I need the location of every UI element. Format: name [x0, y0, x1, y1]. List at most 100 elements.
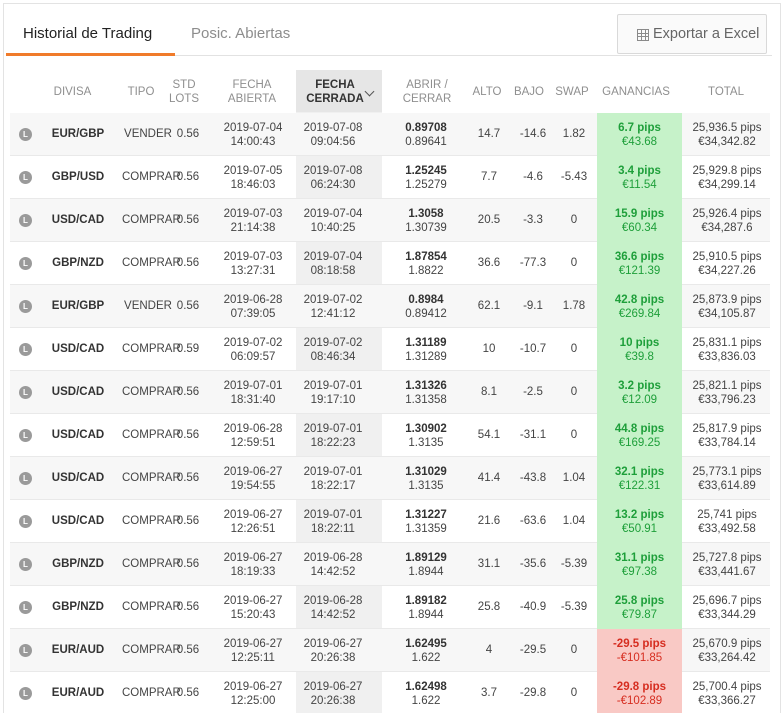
running-total: 25,727.8 pips €33,441.67 — [684, 551, 770, 579]
running-total: 25,926.4 pips €34,287.6 — [684, 207, 770, 235]
trade-badge-icon: L — [19, 257, 32, 270]
open-price: 0.8984 — [408, 294, 444, 306]
running-total: 25,910.5 pips €34,227.26 — [684, 250, 770, 278]
tab-open-positions[interactable]: Posic. Abiertas — [191, 25, 291, 42]
close-price: 1.30739 — [405, 222, 447, 234]
swap-value: 1.04 — [562, 515, 586, 527]
col-header-tipo[interactable]: TIPO — [127, 86, 155, 98]
close-time: 18:22:17 — [310, 480, 356, 492]
col-header-close-date-line1: FECHA — [315, 79, 355, 91]
table-row[interactable]: L EUR/AUD COMPRAR 0.56 2019-06-27 12:25:11 … — [10, 629, 770, 672]
trade-type: VENDER — [124, 300, 172, 312]
table-row[interactable]: L GBP/USD COMPRAR 0.56 2019-07-05 18:46:03 … — [10, 156, 770, 199]
close-date: 2019-07-01 — [303, 466, 363, 478]
gain-amount: €60.34 — [621, 222, 658, 234]
trade-type: COMPRAR — [122, 472, 181, 484]
open-close-prices: 1.89182 1.8944 — [396, 594, 456, 622]
sorted-column-header-bg — [296, 70, 382, 112]
col-header-lots[interactable]: STD LOTS — [164, 78, 204, 106]
open-time: 13:27:31 — [230, 265, 276, 277]
col-header-low[interactable]: BAJO — [513, 86, 545, 98]
open-date: 2019-06-27 — [223, 681, 283, 693]
high-value: 21.6 — [477, 515, 501, 527]
close-price: 1.622 — [411, 695, 441, 707]
low-value: -35.6 — [519, 558, 547, 570]
col-header-divisa[interactable]: DIVISA — [53, 86, 92, 98]
close-time: 19:17:10 — [310, 394, 356, 406]
open-date: 2019-06-28 — [223, 423, 283, 435]
currency-pair: USD/CAD — [51, 214, 105, 226]
col-header-total[interactable]: TOTAL — [708, 86, 744, 98]
trade-type: COMPRAR — [122, 343, 181, 355]
gain-pips: -29.5 pips — [612, 638, 667, 650]
open-time: 06:09:57 — [230, 351, 276, 363]
table-row[interactable]: L EUR/GBP VENDER 0.56 2019-07-04 14:00:43 2… — [10, 113, 770, 156]
trade-badge-icon: L — [19, 644, 32, 657]
gain-pips: 10 pips — [619, 337, 660, 349]
gain-pips: 44.8 pips — [614, 423, 665, 435]
gain-cell: 15.9 pips €60.34 — [597, 199, 682, 242]
high-value: 14.7 — [477, 128, 501, 140]
swap-value: 0 — [570, 644, 578, 656]
open-close-prices: 0.89708 0.89641 — [396, 121, 456, 149]
open-date: 2019-06-27 — [223, 509, 283, 521]
trade-type: COMPRAR — [122, 601, 181, 613]
trade-badge-icon: L — [19, 601, 32, 614]
total-eur: €34,299.14 — [698, 179, 756, 191]
open-datetime: 2019-06-28 07:39:05 — [218, 293, 288, 321]
close-datetime: 2019-07-02 12:41:12 — [298, 293, 368, 321]
close-price: 1.8944 — [408, 609, 444, 621]
open-time: 14:00:43 — [230, 136, 276, 148]
close-date: 2019-06-27 — [303, 638, 363, 650]
table-row[interactable]: L USD/CAD COMPRAR 0.56 2019-07-01 18:31:40 … — [10, 371, 770, 414]
col-header-close-date[interactable]: FECHA CERRADA — [306, 78, 364, 106]
open-close-prices: 1.3058 1.30739 — [396, 207, 456, 235]
open-datetime: 2019-07-04 14:00:43 — [218, 121, 288, 149]
close-price: 1.622 — [411, 652, 441, 664]
open-datetime: 2019-06-28 12:59:51 — [218, 422, 288, 450]
low-value: -29.5 — [519, 644, 547, 656]
close-date: 2019-07-02 — [303, 337, 363, 349]
open-close-prices: 1.30902 1.3135 — [396, 422, 456, 450]
table-row[interactable]: L USD/CAD COMPRAR 0.56 2019-06-27 12:26:51 … — [10, 500, 770, 543]
trade-type: COMPRAR — [122, 386, 181, 398]
open-time: 12:26:51 — [230, 523, 276, 535]
table-row[interactable]: L GBP/NZD COMPRAR 0.56 2019-07-03 13:27:31 … — [10, 242, 770, 285]
open-date: 2019-06-27 — [223, 466, 283, 478]
table-row[interactable]: L GBP/NZD COMPRAR 0.56 2019-06-27 15:20:43 … — [10, 586, 770, 629]
total-pips: 25,873.9 pips — [692, 294, 762, 306]
total-eur: €33,264.42 — [698, 652, 756, 664]
std-lots: 0.56 — [176, 214, 200, 226]
open-datetime: 2019-06-27 12:25:11 — [218, 637, 288, 665]
table-row[interactable]: L USD/CAD COMPRAR 0.56 2019-07-03 21:14:38 … — [10, 199, 770, 242]
trade-badge-icon: L — [19, 214, 32, 227]
col-header-open-date[interactable]: FECHA ABIERTA — [222, 78, 282, 106]
close-time: 08:46:34 — [310, 351, 356, 363]
high-value: 25.8 — [477, 601, 501, 613]
tab-trading-history[interactable]: Historial de Trading — [6, 12, 175, 56]
table-row[interactable]: L GBP/NZD COMPRAR 0.56 2019-06-27 18:19:33 … — [10, 543, 770, 586]
export-excel-button[interactable]: Exportar a Excel — [617, 14, 767, 54]
open-close-prices: 1.62495 1.622 — [396, 637, 456, 665]
table-row[interactable]: L EUR/GBP VENDER 0.56 2019-06-28 07:39:05 2… — [10, 285, 770, 328]
col-header-gains[interactable]: GANANCIAS — [602, 86, 670, 98]
std-lots: 0.56 — [176, 601, 200, 613]
std-lots: 0.56 — [176, 515, 200, 527]
trade-badge-icon: L — [19, 386, 32, 399]
total-eur: €34,287.6 — [701, 222, 753, 234]
std-lots: 0.56 — [176, 687, 200, 699]
open-close-prices: 1.31029 1.3135 — [396, 465, 456, 493]
close-price: 1.8944 — [408, 566, 444, 578]
table-row[interactable]: L USD/CAD COMPRAR 0.59 2019-07-02 06:09:57 … — [10, 328, 770, 371]
col-header-swap[interactable]: SWAP — [555, 86, 589, 98]
trade-type: COMPRAR — [122, 558, 181, 570]
col-header-open-close[interactable]: ABRIR / CERRAR — [400, 78, 454, 106]
open-price: 1.31326 — [405, 380, 447, 392]
col-header-high[interactable]: ALTO — [472, 86, 502, 98]
total-eur: €33,344.29 — [698, 609, 756, 621]
currency-pair: GBP/NZD — [52, 601, 104, 613]
table-row[interactable]: L USD/CAD COMPRAR 0.56 2019-06-28 12:59:51 … — [10, 414, 770, 457]
table-row[interactable]: L EUR/AUD COMPRAR 0.56 2019-06-27 12:25:00 … — [10, 672, 770, 713]
table-row[interactable]: L USD/CAD COMPRAR 0.56 2019-06-27 19:54:55 … — [10, 457, 770, 500]
currency-pair: GBP/USD — [51, 171, 105, 183]
